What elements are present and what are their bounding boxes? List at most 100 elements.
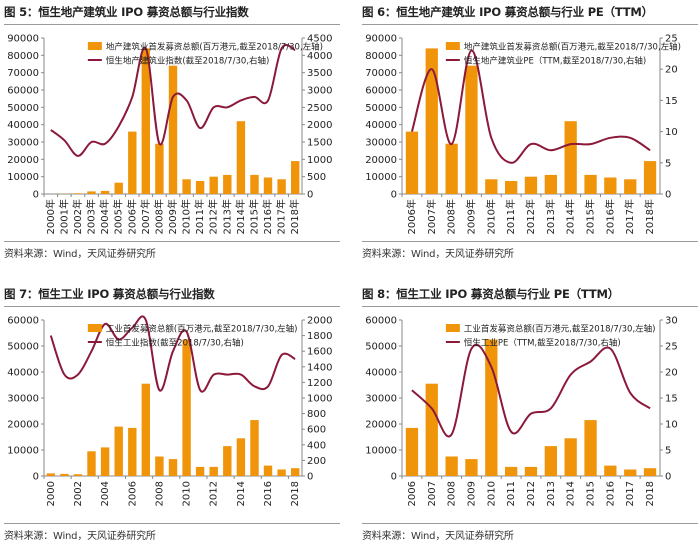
bar	[624, 469, 637, 476]
right-tick-label: 15	[665, 394, 678, 405]
x-tick-label: 2012年	[207, 199, 220, 234]
x-tick-label: 2012	[209, 481, 220, 506]
bar	[223, 174, 232, 194]
right-tick-label: 600	[307, 425, 326, 436]
left-tick-label: 40000	[365, 368, 397, 379]
left-tick-label: 50000	[365, 103, 397, 114]
legend-line-label: 恒生工业PE（TTM,截至2018/7/30,右轴)	[464, 338, 621, 349]
x-tick-label: 2000	[46, 481, 57, 506]
right-tick-label: 5	[665, 446, 671, 457]
bar	[604, 465, 617, 476]
left-tick-label: 0	[33, 190, 39, 201]
title-divider	[362, 24, 698, 25]
right-tick-label: 15	[665, 96, 678, 107]
x-tick-label: 2015	[586, 481, 597, 506]
bar	[405, 427, 419, 476]
bar	[485, 179, 498, 194]
x-tick-label: 2006	[407, 481, 418, 506]
left-tick-label: 10000	[365, 172, 397, 183]
chart-fig8: 0 10000 20000 30000 40000 50000 60000 0 5 10 15 20 2…	[365, 316, 678, 507]
left-tick-label: 70000	[7, 68, 39, 79]
bar	[87, 451, 96, 476]
left-tick-label: 10000	[7, 446, 39, 457]
bar	[223, 446, 232, 476]
left-tick-label: 90000	[365, 34, 397, 45]
left-tick-label: 60000	[7, 86, 39, 97]
bar	[277, 179, 286, 194]
bar	[505, 181, 518, 194]
x-tick-label: 2009年	[464, 199, 477, 234]
right-tick-label: 5	[665, 158, 671, 169]
right-tick-label: 0	[665, 472, 671, 483]
x-tick-label: 2013	[546, 481, 557, 506]
x-tick-label: 2008	[447, 481, 458, 506]
right-tick-label: 1600	[307, 347, 332, 358]
x-tick-label: 2014	[236, 481, 247, 506]
legend-line-label: 恒生地产建筑业指数(截至2018/7/30,右轴)	[106, 56, 269, 67]
bar	[524, 466, 538, 476]
x-tick-label: 2015年	[584, 199, 597, 234]
x-tick-label: 2017	[625, 481, 636, 506]
bar	[263, 177, 273, 194]
legend-bar-swatch	[445, 324, 460, 332]
x-tick-label: 2002年	[71, 199, 84, 234]
series-line	[410, 49, 651, 164]
right-tick-label: 0	[307, 190, 313, 201]
bar	[236, 121, 246, 194]
right-tick-label: 20	[665, 65, 678, 76]
panel-fig6: 图 6：恒生地产建筑业 IPO 募资总额与行业 PE（TTM） 0 10000 20…	[362, 2, 698, 264]
panel-fig8: 图 8：恒生工业 IPO 募资总额与行业 PE（TTM） 0 10000 20000…	[362, 284, 698, 546]
bar	[209, 466, 218, 476]
right-tick-label: 400	[307, 440, 326, 451]
x-tick-label: 2018	[645, 481, 656, 506]
bar	[250, 174, 259, 194]
right-tick-label: 1500	[307, 138, 332, 149]
source-divider	[362, 241, 698, 242]
left-tick-label: 0	[391, 472, 397, 483]
x-tick-label: 2001年	[57, 199, 70, 234]
left-tick-label: 40000	[7, 368, 39, 379]
title-divider	[4, 24, 340, 25]
bar	[643, 161, 657, 194]
x-tick-label: 2006	[127, 481, 138, 506]
chart-fig6: 0 10000 20000 30000 40000 50000 60000 70000 8000…	[365, 34, 681, 235]
left-tick-label: 0	[33, 472, 39, 483]
bar	[564, 438, 577, 476]
right-tick-label: 500	[307, 172, 326, 183]
right-tick-label: 20	[665, 368, 678, 379]
x-tick-label: 2009年	[166, 199, 179, 234]
bar	[405, 131, 419, 194]
x-tick-label: 2013年	[544, 199, 557, 234]
right-tick-label: 2500	[307, 103, 332, 114]
left-tick-label: 80000	[7, 51, 39, 62]
left-tick-label: 10000	[365, 446, 397, 457]
bar	[425, 383, 438, 476]
panel-title: 图 5：恒生地产建筑业 IPO 募资总额与行业指数	[4, 5, 249, 19]
left-tick-label: 30000	[365, 138, 397, 149]
legend-bar-swatch	[87, 42, 102, 50]
right-tick-label: 2000	[307, 120, 332, 131]
bar	[73, 474, 83, 476]
x-tick-label: 2010年	[180, 199, 193, 234]
source-divider	[4, 523, 340, 524]
bar	[128, 427, 137, 476]
panel-fig5: 图 5：恒生地产建筑业 IPO 募资总额与行业指数 0 10000 20000 300…	[4, 2, 340, 264]
left-tick-label: 70000	[365, 68, 397, 79]
bar	[195, 466, 205, 476]
x-tick-label: 2015年	[247, 199, 260, 234]
bar	[291, 468, 300, 476]
left-tick-label: 80000	[365, 51, 397, 62]
bar	[584, 174, 597, 194]
bar	[182, 339, 191, 476]
left-tick-label: 20000	[7, 420, 39, 431]
source-note: 资料来源：Wind，天风证券研究所	[362, 531, 514, 542]
right-tick-label: 25	[665, 34, 678, 45]
x-tick-label: 2008年	[152, 199, 165, 234]
x-tick-label: 2009	[466, 481, 477, 506]
legend-line-label: 恒生地产建筑业PE（TTM,截至2018/7/30,右轴)	[464, 56, 646, 67]
right-tick-label: 30	[665, 316, 678, 327]
right-tick-label: 200	[307, 456, 326, 467]
x-tick-label: 2011年	[193, 199, 206, 234]
right-tick-label: 1800	[307, 331, 332, 342]
left-tick-label: 30000	[7, 138, 39, 149]
